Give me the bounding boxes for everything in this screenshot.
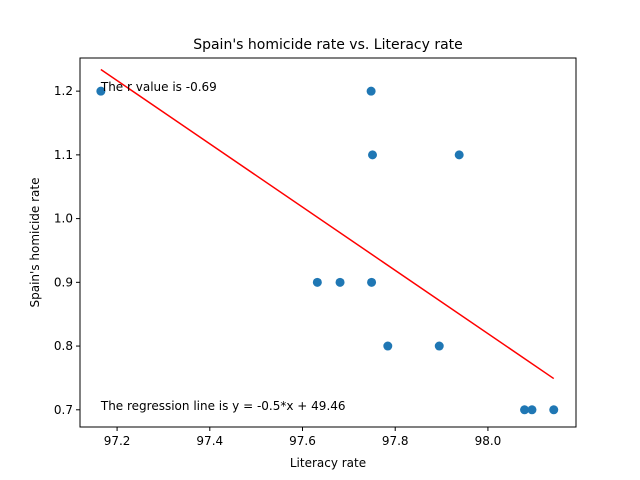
annotations: The r value is -0.69 The regression line …	[100, 80, 346, 413]
data-point-3	[454, 150, 464, 160]
data-point-5	[335, 277, 345, 287]
axes-frame	[79, 57, 577, 428]
data-point-1	[366, 86, 376, 96]
data-point-9	[520, 405, 530, 415]
data-point-8	[434, 341, 444, 351]
data-point-11	[549, 405, 559, 415]
chart-title: Spain's homicide rate vs. Literacy rate	[193, 37, 463, 53]
x-tick-label-4: 98.0	[475, 434, 502, 448]
y-tick-label-0: 0.7	[54, 403, 73, 417]
y-tick-label-2: 0.9	[54, 275, 73, 289]
x-tick-label-2: 97.6	[289, 434, 316, 448]
y-tick-label-4: 1.1	[54, 148, 73, 162]
y-tick-label-5: 1.2	[54, 84, 73, 98]
x-axis: 97.2 97.4 97.6 97.8 98.0	[104, 427, 502, 448]
plot-area	[96, 68, 559, 415]
y-tick-label-1: 0.8	[54, 339, 73, 353]
data-point-6	[367, 277, 377, 287]
y-axis: 0.7 0.8 0.9 1.0 1.1 1.2	[54, 84, 80, 417]
y-tick-label-3: 1.0	[54, 212, 73, 226]
data-point-10	[527, 405, 537, 415]
data-point-2	[368, 150, 378, 160]
data-point-0	[96, 86, 106, 96]
x-tick-label-0: 97.2	[104, 434, 131, 448]
x-tick-label-1: 97.4	[196, 434, 223, 448]
annotation-0: The r value is -0.69	[100, 80, 217, 94]
annotation-1: The regression line is y = -0.5*x + 49.4…	[100, 399, 346, 413]
data-point-7	[383, 341, 393, 351]
x-tick-label-3: 97.8	[382, 434, 409, 448]
y-axis-label: Spain's homicide rate	[28, 178, 42, 308]
x-axis-label: Literacy rate	[290, 456, 366, 470]
data-point-4	[312, 277, 322, 287]
regression-line	[100, 68, 555, 380]
